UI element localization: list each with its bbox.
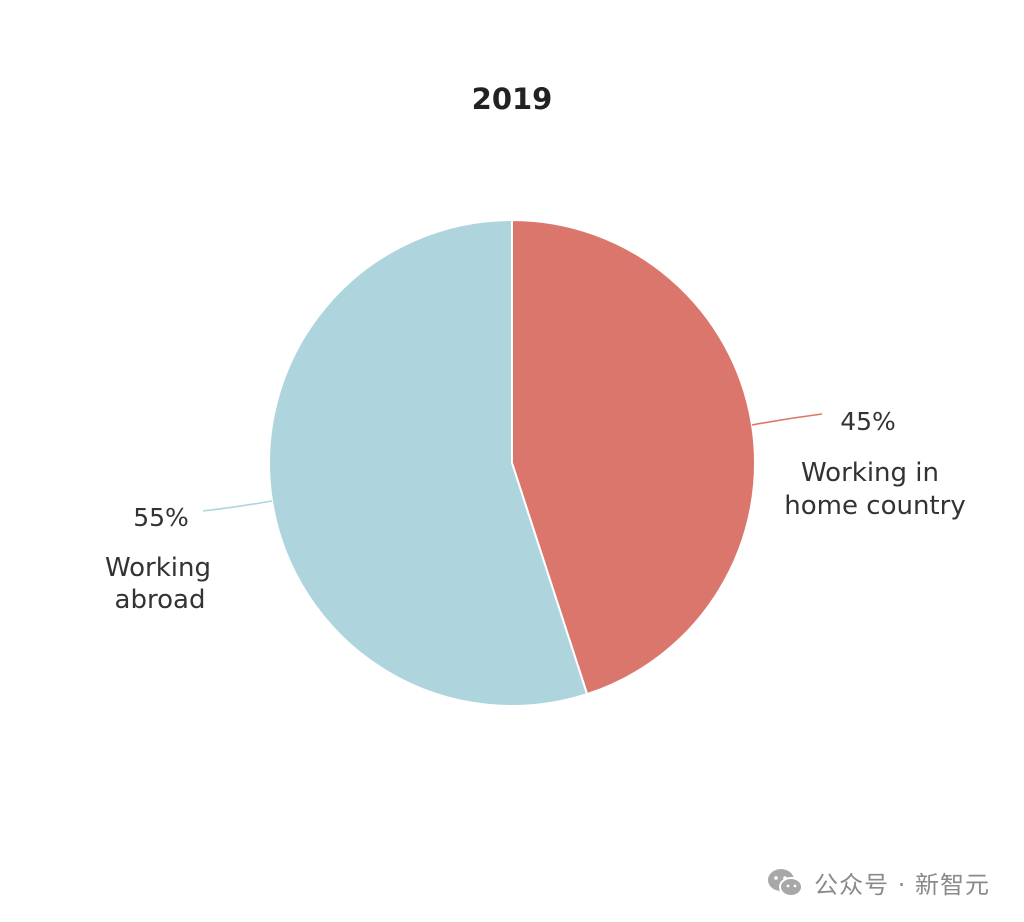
slice-category-label-0-line-0: Working in [801,458,939,488]
wechat-icon [768,868,804,897]
pie-slice-0 [511,218,756,696]
slice-category-label-1-line-1: abroad [115,585,206,615]
leader-lines [202,413,823,512]
pie-slices [268,218,756,707]
slice-percent-label-0: 45% [840,407,896,436]
chart-title: 2019 [472,82,553,116]
slice-percent-label-1: 55% [133,503,189,532]
leader-line-0 [751,413,823,426]
watermark: 公众号 · 新智元 [766,865,990,900]
slice-category-label-0-line-1: home country [784,491,965,521]
leader-line-1 [202,500,273,512]
pie-slice-1 [268,218,589,707]
watermark-text: 公众号 · 新智元 [814,871,990,899]
slice-category-label-1-line-0: Working [105,553,211,583]
